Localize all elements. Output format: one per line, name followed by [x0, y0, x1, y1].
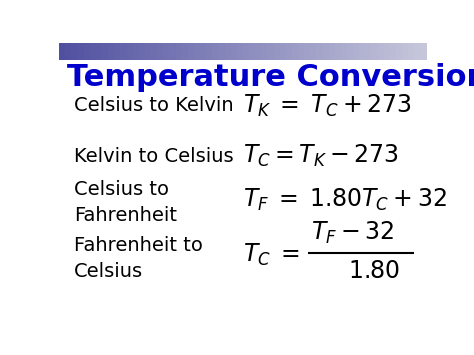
Text: Fahrenheit to
Celsius: Fahrenheit to Celsius: [74, 236, 203, 281]
Text: Celsius to
Fahrenheit: Celsius to Fahrenheit: [74, 180, 177, 225]
Bar: [194, 43, 200, 60]
Bar: [328, 43, 335, 60]
Text: Celsius to Kelvin: Celsius to Kelvin: [74, 96, 234, 115]
Bar: [310, 43, 317, 60]
Bar: [335, 43, 341, 60]
Bar: [273, 43, 280, 60]
Bar: [188, 43, 194, 60]
Text: Temperature Conversion Formulas: Temperature Conversion Formulas: [66, 63, 474, 92]
Bar: [237, 43, 243, 60]
Bar: [114, 43, 120, 60]
Bar: [255, 43, 261, 60]
Bar: [341, 43, 347, 60]
Bar: [120, 43, 127, 60]
Bar: [212, 43, 219, 60]
Bar: [372, 43, 378, 60]
Bar: [72, 43, 78, 60]
Bar: [347, 43, 353, 60]
Bar: [108, 43, 114, 60]
Bar: [102, 43, 108, 60]
Bar: [243, 43, 249, 60]
Bar: [219, 43, 225, 60]
Bar: [133, 43, 139, 60]
Bar: [286, 43, 292, 60]
Bar: [65, 43, 72, 60]
Bar: [175, 43, 182, 60]
Bar: [359, 43, 365, 60]
Bar: [206, 43, 212, 60]
Bar: [267, 43, 273, 60]
Text: $T_C = T_K - 273$: $T_C = T_K - 273$: [243, 143, 399, 169]
Text: $1.80$: $1.80$: [347, 259, 400, 283]
Bar: [157, 43, 164, 60]
Bar: [169, 43, 175, 60]
Bar: [59, 43, 65, 60]
Bar: [390, 43, 396, 60]
Bar: [200, 43, 206, 60]
Text: $T_F\;=\;1.80T_C + 32$: $T_F\;=\;1.80T_C + 32$: [243, 187, 447, 213]
Bar: [182, 43, 188, 60]
Bar: [322, 43, 328, 60]
Bar: [261, 43, 267, 60]
Bar: [225, 43, 231, 60]
Bar: [365, 43, 372, 60]
Bar: [420, 43, 427, 60]
Bar: [164, 43, 170, 60]
Bar: [78, 43, 84, 60]
Bar: [353, 43, 359, 60]
Bar: [378, 43, 384, 60]
Text: $T_K\;=\;T_C + 273$: $T_K\;=\;T_C + 273$: [243, 92, 411, 119]
Bar: [396, 43, 402, 60]
Bar: [414, 43, 420, 60]
Bar: [145, 43, 151, 60]
Text: Kelvin to Celsius: Kelvin to Celsius: [74, 147, 234, 165]
Bar: [127, 43, 133, 60]
Bar: [96, 43, 102, 60]
Bar: [249, 43, 255, 60]
Bar: [90, 43, 96, 60]
Bar: [408, 43, 414, 60]
Text: $T_C\;=$: $T_C\;=$: [243, 241, 300, 268]
Bar: [384, 43, 390, 60]
Bar: [402, 43, 408, 60]
Bar: [316, 43, 322, 60]
Bar: [84, 43, 90, 60]
Bar: [304, 43, 310, 60]
Bar: [292, 43, 298, 60]
Bar: [151, 43, 157, 60]
Bar: [280, 43, 286, 60]
Bar: [231, 43, 237, 60]
Text: $T_F - 32$: $T_F - 32$: [311, 220, 394, 246]
Bar: [139, 43, 145, 60]
Bar: [298, 43, 304, 60]
